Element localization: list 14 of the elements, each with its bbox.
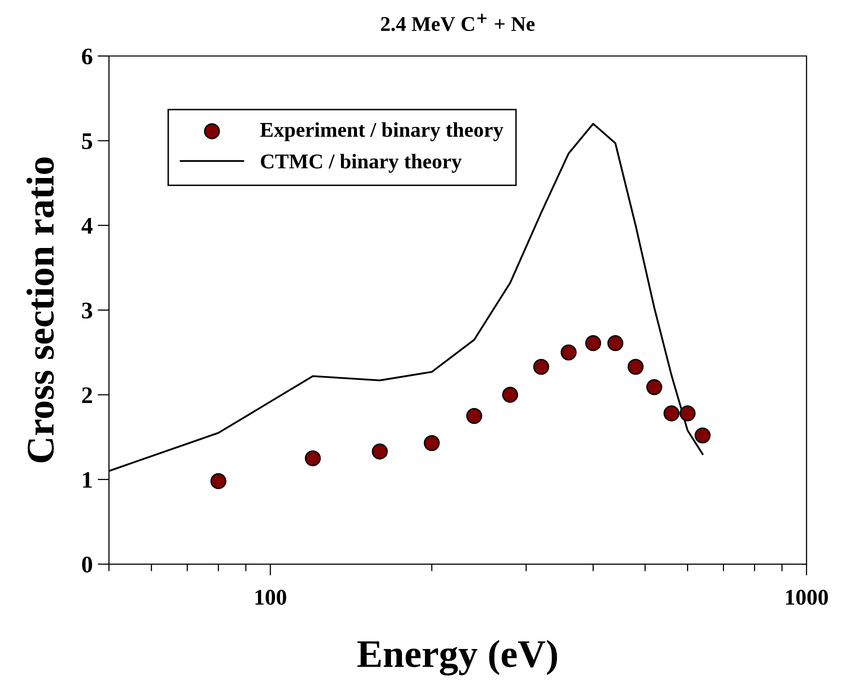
- y-axis-title: Cross section ratio: [26, 157, 54, 462]
- y-tick-label: 1: [83, 472, 92, 488]
- y-tick-label: 5: [82, 133, 92, 150]
- y-tick-label: 4: [82, 218, 93, 234]
- x-axis-title: Energy (eV): [357, 640, 558, 676]
- y-tick-label: 0: [82, 556, 92, 573]
- x-tick-label: 100: [255, 590, 286, 605]
- legend-label: Experiment / binary theory: [260, 122, 504, 142]
- y-tick-label: 6: [82, 48, 92, 64]
- x-tick-label: 1000: [786, 590, 828, 605]
- chart-title: 2.4 MeV C$^{+}$ + Ne: [381, 14, 535, 32]
- y-tick-label: 3: [82, 302, 92, 319]
- legend-label: CTMC / binary theory: [260, 154, 462, 173]
- y-tick-label: 2: [82, 387, 92, 403]
